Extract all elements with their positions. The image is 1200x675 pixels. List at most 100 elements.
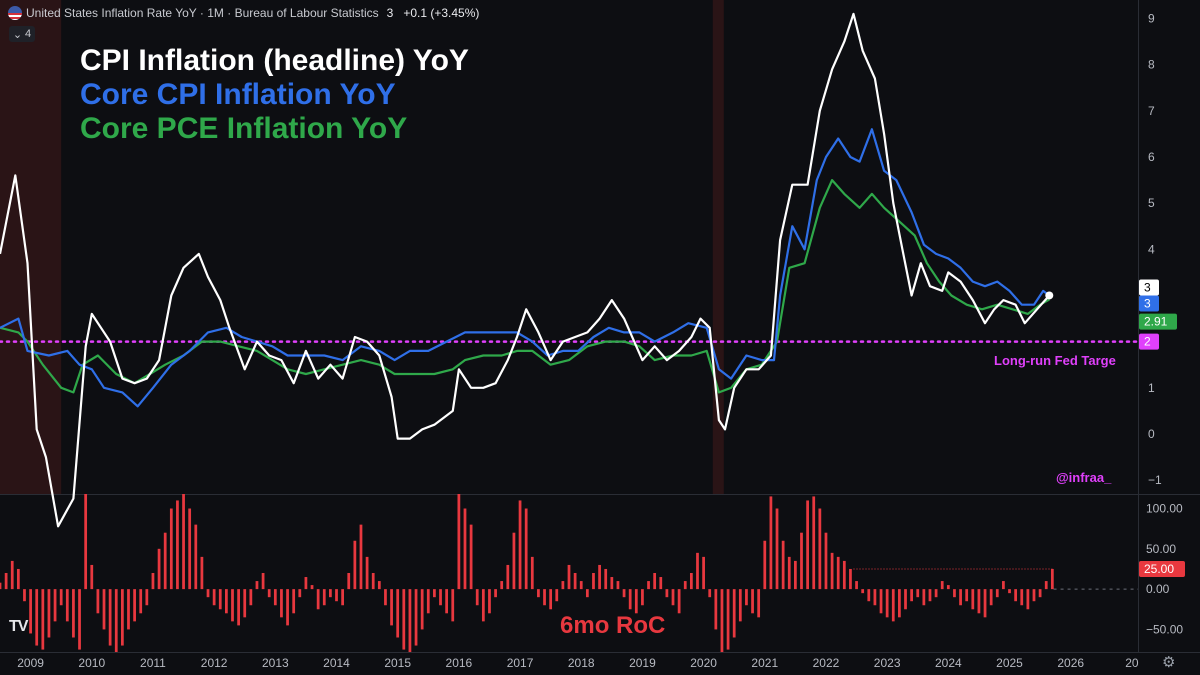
roc-bar <box>763 540 767 590</box>
roc-bar <box>702 556 705 590</box>
roc-bar <box>861 589 865 594</box>
roc-bar <box>494 589 497 598</box>
x-tick-label: 2024 <box>935 656 962 670</box>
roc-bar <box>806 500 809 590</box>
roc-bar <box>292 589 296 614</box>
roc-bar <box>934 589 938 598</box>
roc-bar <box>714 589 718 630</box>
roc-bar <box>35 589 39 646</box>
last-value: 3 <box>386 6 394 20</box>
roc-bar <box>206 589 210 598</box>
x-tick-label: 2015 <box>384 656 411 670</box>
roc-bar <box>647 581 650 590</box>
roc-bar <box>910 589 914 602</box>
roc-bar <box>402 589 406 650</box>
x-tick-label: 20 <box>1125 656 1139 670</box>
roc-bar <box>555 589 559 602</box>
roc-bar <box>573 573 577 590</box>
roc-bar <box>671 589 675 606</box>
title-core-cpi: Core CPI Inflation YoY <box>80 78 396 111</box>
roc-bar <box>249 589 253 606</box>
roc-bar <box>41 589 45 650</box>
roc-bar <box>610 577 614 590</box>
roc-bar <box>29 589 32 634</box>
roc-bar <box>726 589 730 650</box>
roc-bar <box>592 573 595 590</box>
roc-bar <box>488 589 491 614</box>
us-flag-icon <box>8 6 22 20</box>
roc-bar <box>255 581 259 590</box>
roc-bar <box>182 494 185 590</box>
y-tick-label: 4 <box>1148 242 1155 256</box>
roc-bar <box>133 589 136 622</box>
y-tick-label: 5 <box>1148 196 1155 210</box>
roc-bar <box>267 589 271 598</box>
recession-shade-1 <box>712 0 724 494</box>
tradingview-logo[interactable]: TV <box>9 618 28 635</box>
value-badge-headline <box>1139 279 1159 296</box>
roc-bar <box>65 589 69 622</box>
series-line-core_pce <box>0 179 1050 394</box>
roc-bar <box>96 589 100 614</box>
series-line-core_cpi <box>0 128 1050 408</box>
symbol-header[interactable]: United States Inflation Rate YoY · 1M · … <box>8 4 479 22</box>
roc-bar <box>261 573 265 590</box>
roc-bar <box>72 589 75 638</box>
roc-bar <box>1014 589 1018 602</box>
roc-bar <box>469 524 473 590</box>
x-tick-label: 2023 <box>874 656 901 670</box>
roc-bar <box>995 589 999 598</box>
recession-shade-0 <box>0 0 62 494</box>
roc-bar <box>371 573 375 590</box>
roc-bar <box>818 508 822 590</box>
roc-bar <box>946 585 950 590</box>
roc-bar <box>396 589 400 638</box>
x-tick-label: 2013 <box>262 656 289 670</box>
y-tick-label: 1 <box>1148 381 1155 395</box>
roc-bar <box>475 589 479 606</box>
roc-bar <box>169 508 173 590</box>
x-tick-label: 2016 <box>446 656 473 670</box>
roc-bar <box>16 568 20 590</box>
roc-value-badge <box>1139 560 1185 577</box>
roc-bar <box>218 589 222 610</box>
roc-bar <box>604 568 608 590</box>
x-tick-label: 2010 <box>78 656 105 670</box>
roc-bar <box>237 589 240 626</box>
roc-bar <box>286 589 289 626</box>
roc-bar <box>983 589 987 618</box>
roc-bar <box>433 589 436 598</box>
last-point-marker <box>1045 291 1054 300</box>
roc-bar <box>781 540 785 590</box>
roc-bar <box>616 581 620 590</box>
roc-bar <box>879 589 883 614</box>
gear-icon[interactable]: ⚙ <box>1162 654 1176 671</box>
series-toggle[interactable]: ⌄ 4 <box>9 26 35 42</box>
roc-bar <box>1050 568 1054 590</box>
roc-bar <box>677 589 681 614</box>
roc-bar <box>653 573 657 590</box>
roc-bar <box>628 589 632 610</box>
roc-bar <box>953 589 956 598</box>
roc-bar <box>824 532 828 590</box>
series-line-headline <box>0 12 1051 528</box>
roc-bar <box>585 589 589 598</box>
roc-bar <box>549 589 553 610</box>
roc-bar <box>530 556 534 590</box>
x-tick-label: 2018 <box>568 656 595 670</box>
title-core-pce: Core PCE Inflation YoY <box>80 112 408 145</box>
y-tick-label: 9 <box>1148 11 1155 25</box>
roc-bar <box>916 589 920 598</box>
roc-bar <box>304 577 308 590</box>
roc-bar <box>23 589 26 602</box>
roc-bar <box>139 589 143 614</box>
y-tick-label: −1 <box>1148 473 1162 487</box>
roc-bar <box>775 508 779 590</box>
roc-bar <box>696 552 699 590</box>
title-headline-cpi: CPI Inflation (headline) YoY <box>80 44 469 77</box>
roc-bar <box>353 540 357 590</box>
roc-bar <box>426 589 430 614</box>
roc-bar <box>243 589 247 618</box>
roc-bar <box>108 589 112 646</box>
